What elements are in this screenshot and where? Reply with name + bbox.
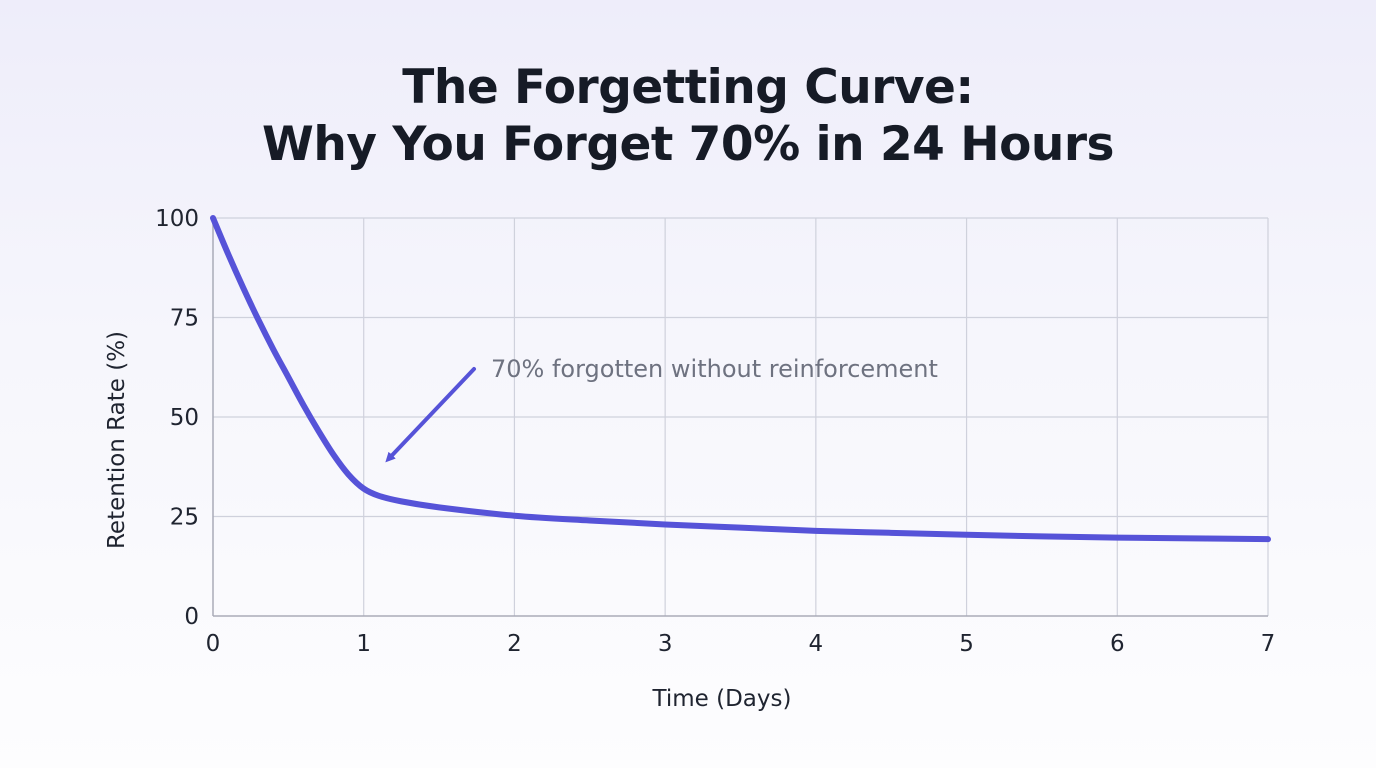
x-tick-label-1: 1 [356, 631, 371, 657]
tick-labels: 0 1 2 3 4 5 6 7 0 25 50 75 100 [155, 206, 1275, 657]
x-tick-label-6: 6 [1110, 631, 1125, 657]
chart-title-line-2: Why You Forget 70% in 24 Hours [262, 117, 1114, 172]
x-tick-label-3: 3 [658, 631, 673, 657]
chart-title-line-1: The Forgetting Curve: [402, 60, 974, 115]
annotation-text: 70% forgotten without reinforcement [491, 355, 938, 383]
x-tick-label-2: 2 [507, 631, 522, 657]
annotation-arrow [385, 367, 476, 463]
x-tick-label-5: 5 [959, 631, 974, 657]
y-tick-label-100: 100 [155, 206, 199, 232]
x-axis-title: Time (Days) [652, 686, 792, 712]
x-tick-label-7: 7 [1261, 631, 1276, 657]
y-tick-label-50: 50 [170, 405, 199, 431]
grid-lines [213, 217, 1269, 616]
y-tick-label-75: 75 [170, 306, 199, 332]
axes [212, 218, 1268, 617]
y-tick-label-0: 0 [184, 604, 199, 630]
retention-curve-line [210, 215, 1271, 543]
y-axis-title: Retention Rate (%) [104, 331, 130, 549]
annotation-group: 70% forgotten without reinforcement [385, 355, 938, 463]
x-tick-label-4: 4 [809, 631, 824, 657]
x-tick-label-0: 0 [206, 631, 221, 657]
y-tick-label-25: 25 [170, 505, 199, 531]
